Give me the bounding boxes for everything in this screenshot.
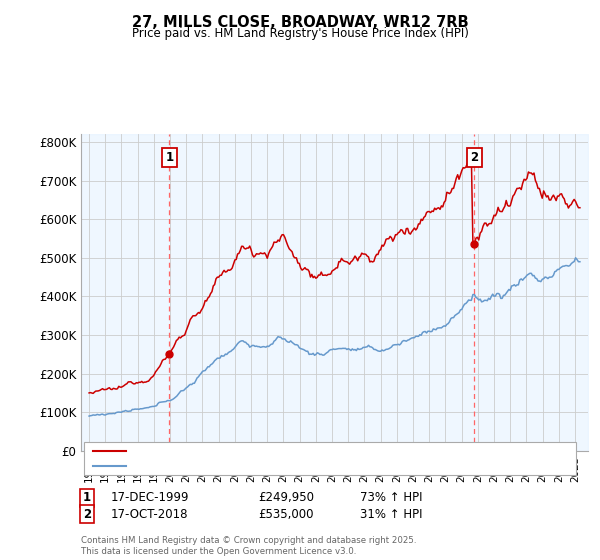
Text: 31% ↑ HPI: 31% ↑ HPI: [360, 507, 422, 521]
Text: 1: 1: [166, 151, 173, 164]
Text: £535,000: £535,000: [258, 507, 314, 521]
Text: 1: 1: [83, 491, 91, 505]
Text: 73% ↑ HPI: 73% ↑ HPI: [360, 491, 422, 505]
Text: Price paid vs. HM Land Registry's House Price Index (HPI): Price paid vs. HM Land Registry's House …: [131, 27, 469, 40]
Text: 17-DEC-1999: 17-DEC-1999: [111, 491, 190, 505]
Text: 2: 2: [83, 507, 91, 521]
Text: Contains HM Land Registry data © Crown copyright and database right 2025.
This d: Contains HM Land Registry data © Crown c…: [81, 536, 416, 556]
Text: 27, MILLS CLOSE, BROADWAY, WR12 7RB: 27, MILLS CLOSE, BROADWAY, WR12 7RB: [131, 15, 469, 30]
Text: 2: 2: [470, 151, 479, 164]
Text: 17-OCT-2018: 17-OCT-2018: [111, 507, 188, 521]
Text: £249,950: £249,950: [258, 491, 314, 505]
Text: HPI: Average price, detached house, Wychavon: HPI: Average price, detached house, Wych…: [132, 461, 391, 471]
Text: 27, MILLS CLOSE, BROADWAY, WR12 7RB (detached house): 27, MILLS CLOSE, BROADWAY, WR12 7RB (det…: [132, 446, 458, 456]
